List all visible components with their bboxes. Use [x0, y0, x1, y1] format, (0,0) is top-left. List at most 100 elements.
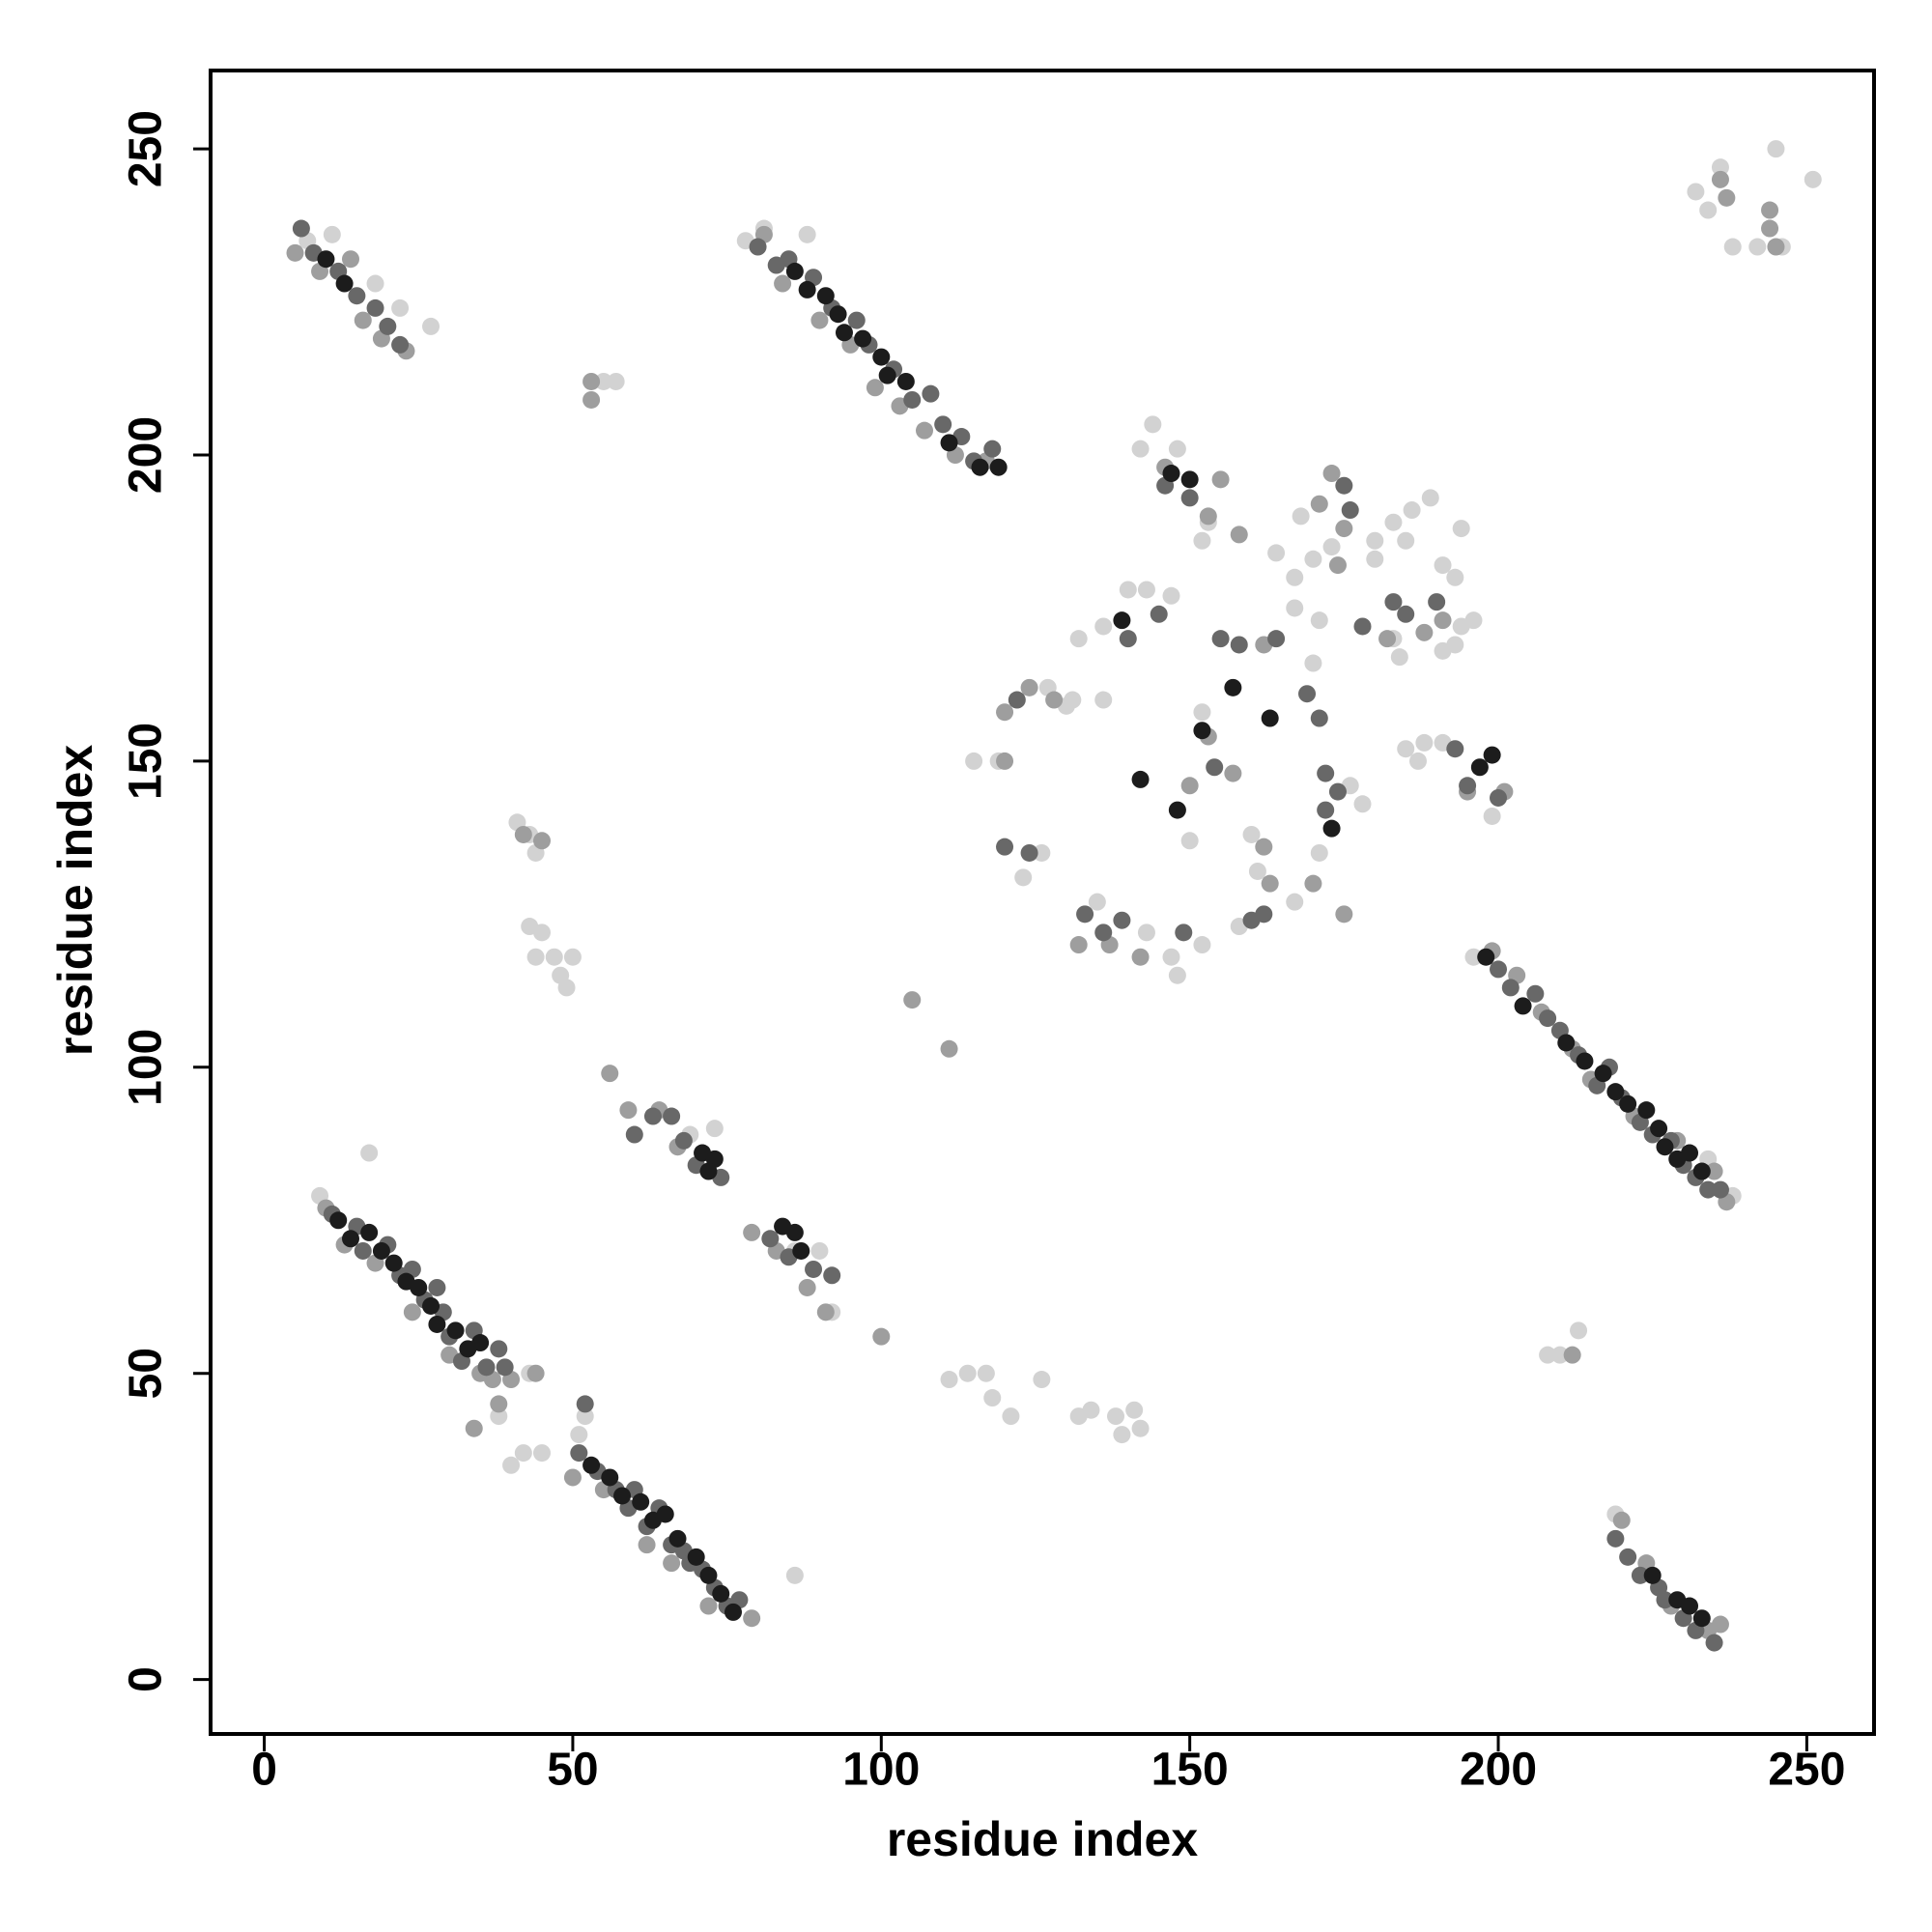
- contact-point: [989, 458, 1008, 476]
- contact-point: [1397, 605, 1415, 623]
- contact-point: [940, 1371, 958, 1389]
- contact-point: [329, 1211, 348, 1230]
- contact-point: [1576, 1052, 1594, 1070]
- contact-point: [570, 1444, 588, 1463]
- contact-point: [1286, 893, 1304, 911]
- contact-point: [1322, 465, 1341, 483]
- contact-point: [866, 379, 884, 397]
- contact-point: [1464, 948, 1483, 966]
- contact-point: [1767, 140, 1785, 158]
- contact-point: [607, 372, 625, 390]
- contact-point: [354, 311, 372, 329]
- contact-point: [1014, 868, 1033, 887]
- contact-point: [1267, 630, 1286, 648]
- contact-point: [1322, 819, 1341, 838]
- contact-point: [1248, 862, 1266, 880]
- contact-point: [903, 991, 922, 1009]
- contact-point: [940, 1039, 958, 1058]
- contact-point: [1384, 513, 1403, 531]
- contact-point: [1490, 960, 1508, 979]
- contact-point: [971, 458, 989, 476]
- contact-point: [1088, 893, 1106, 911]
- contact-point: [1230, 526, 1248, 544]
- contact-point: [724, 1603, 742, 1621]
- contact-point: [465, 1419, 483, 1437]
- contact-point: [391, 298, 410, 317]
- contact-point: [410, 1278, 428, 1296]
- contact-point: [1477, 948, 1495, 966]
- contact-point: [1125, 1401, 1144, 1419]
- contact-point: [477, 1358, 496, 1377]
- contact-point: [878, 366, 896, 384]
- contact-point: [1119, 581, 1137, 599]
- contact-point: [594, 372, 612, 390]
- contact-point: [1681, 1144, 1699, 1162]
- contact-point: [823, 1266, 841, 1285]
- contact-point: [1180, 470, 1199, 489]
- contact-point: [1378, 630, 1397, 648]
- contact-point: [1113, 1426, 1131, 1444]
- x-tick-label: 50: [547, 1745, 598, 1796]
- contact-point: [1539, 1346, 1557, 1364]
- contact-point: [1353, 795, 1372, 813]
- contact-point: [372, 1241, 390, 1260]
- contact-point: [656, 1505, 674, 1523]
- contact-point: [1606, 1529, 1625, 1548]
- contact-point: [1286, 568, 1304, 586]
- contact-point: [1341, 501, 1359, 520]
- contact-point: [1317, 764, 1335, 782]
- contact-point: [1612, 1511, 1631, 1529]
- contact-point: [810, 311, 829, 329]
- contact-point: [699, 1162, 718, 1180]
- contact-point: [1415, 623, 1434, 641]
- contact-point: [545, 948, 563, 966]
- contact-point: [792, 1241, 810, 1260]
- contact-point: [1650, 1120, 1668, 1138]
- x-tick-label: 0: [251, 1745, 277, 1796]
- contact-point: [1033, 1371, 1051, 1389]
- contact-point: [1317, 801, 1335, 819]
- contact-point: [514, 825, 532, 843]
- contact-point: [582, 1456, 601, 1474]
- contact-point: [916, 421, 934, 440]
- contact-point: [805, 1260, 823, 1278]
- contact-point: [1767, 238, 1785, 256]
- y-tick-label: 250: [121, 110, 172, 187]
- contact-point: [1452, 520, 1470, 538]
- contact-point: [1131, 440, 1150, 458]
- contact-point: [1656, 1591, 1674, 1609]
- contact-point: [1446, 740, 1464, 758]
- contact-point: [687, 1548, 705, 1566]
- contact-point: [1131, 1419, 1150, 1437]
- contact-point: [1082, 1401, 1100, 1419]
- y-tick-label: 200: [121, 416, 172, 494]
- contact-point: [940, 434, 958, 452]
- contact-point: [1637, 1101, 1656, 1120]
- contact-point: [1643, 1566, 1662, 1584]
- contact-point: [1705, 1634, 1723, 1652]
- x-tick-label: 100: [842, 1745, 920, 1796]
- contact-point: [1464, 611, 1483, 630]
- contact-point: [1180, 777, 1199, 795]
- contact-point: [582, 372, 601, 390]
- contact-point: [996, 703, 1014, 722]
- contact-point: [422, 1296, 440, 1315]
- contact-point: [391, 335, 410, 354]
- contact-point: [774, 274, 792, 293]
- contact-point: [1550, 1346, 1569, 1364]
- contact-point: [1008, 691, 1026, 709]
- contact-point: [810, 1241, 829, 1260]
- contact-point: [1069, 630, 1088, 648]
- contact-point: [977, 1364, 995, 1382]
- contact-point: [1020, 678, 1038, 696]
- contact-point: [1304, 550, 1322, 568]
- contact-point: [1150, 605, 1168, 623]
- contact-point: [632, 1492, 650, 1511]
- contact-point: [1094, 617, 1113, 636]
- contact-point: [360, 1144, 379, 1162]
- y-tick-label: 50: [121, 1348, 172, 1399]
- contact-point: [1137, 923, 1155, 942]
- contact-point: [1415, 733, 1434, 752]
- contact-point: [348, 287, 366, 305]
